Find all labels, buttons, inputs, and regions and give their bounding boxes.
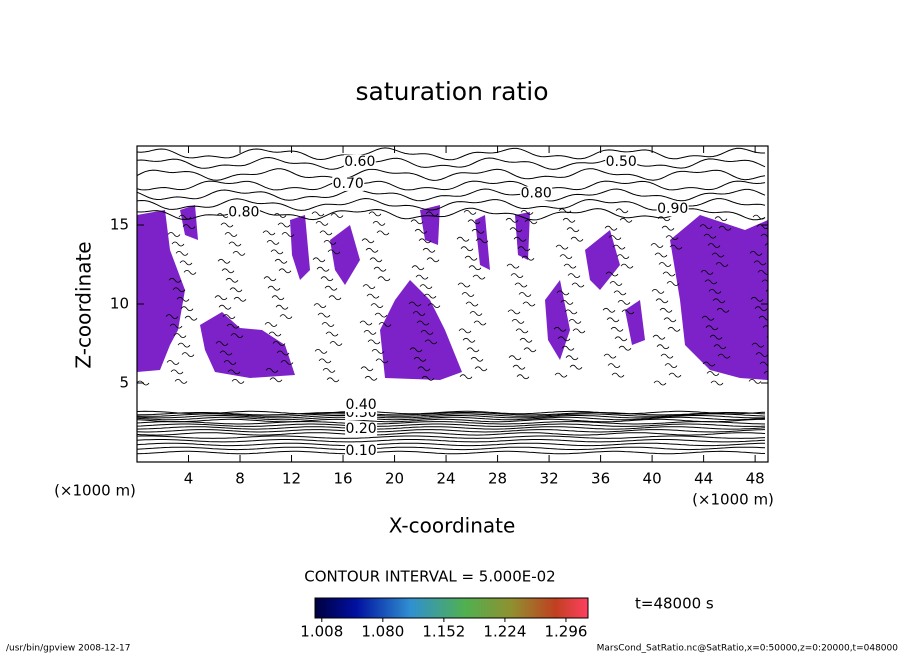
- contour-label-bg: [345, 398, 378, 413]
- colorbar-label: 1.152: [422, 623, 465, 641]
- colorbar-label: 1.224: [483, 623, 526, 641]
- contour-line: [137, 429, 766, 433]
- x-tick-label: 28: [488, 470, 507, 488]
- contour-label: 0.90: [657, 201, 688, 217]
- colorbar: [314, 597, 589, 619]
- contour-line: [137, 416, 766, 421]
- contour-line: [137, 439, 766, 443]
- contour-label: 0.10: [345, 443, 376, 459]
- contour-line: [137, 180, 766, 191]
- footer-left: /usr/bin/gpview 2008-12-17: [6, 644, 130, 654]
- contour-line: [137, 415, 766, 419]
- x-tick-label: 16: [333, 470, 352, 488]
- footer-right: MarsCond_SatRatio.nc@SatRatio,x=0:50000,…: [597, 644, 899, 654]
- contour-line: [137, 421, 766, 425]
- contour-label: 0.80: [228, 204, 259, 220]
- x-tick-label: 32: [540, 470, 559, 488]
- contour-label-bg: [332, 176, 365, 191]
- contour-line: [137, 418, 766, 423]
- x-tick-label: 36: [591, 470, 610, 488]
- contour-label-bg: [520, 186, 553, 201]
- contour-label: 0.80: [521, 185, 552, 201]
- contour-line: [137, 432, 766, 436]
- colorbar-label: 1.008: [300, 623, 343, 641]
- y-tick-label: 15: [110, 216, 129, 234]
- contour-line: [137, 423, 766, 427]
- x-unit: (×1000 m): [692, 491, 774, 509]
- contour-label: 0.20: [345, 421, 376, 437]
- contour-label: 0.40: [345, 397, 376, 413]
- contour-line: [137, 147, 765, 161]
- contour-line: [137, 450, 766, 455]
- x-tick-label: 48: [746, 470, 765, 488]
- contour-line: [137, 413, 766, 417]
- y-axis-label: Z-coordinate: [72, 241, 96, 368]
- contour-line: [137, 168, 766, 181]
- x-tick-label: 4: [184, 470, 194, 488]
- contour-lines: 0.100.200.300.400.500.600.700.800.80 0.90: [137, 147, 768, 459]
- contour-label: 0.60: [344, 154, 375, 170]
- contour-label-bg: [343, 154, 376, 169]
- supersaturated-regions: [137, 205, 768, 380]
- colorbar-label: 1.080: [361, 623, 404, 641]
- contour-label-bg: [656, 202, 689, 217]
- contour-label-bg: [345, 421, 378, 436]
- contour-line: [137, 446, 766, 451]
- plot-area: 0.100.200.300.400.500.600.700.800.80 0.90: [137, 147, 768, 459]
- contour-label-bg: [605, 154, 638, 169]
- contour-line: [137, 442, 766, 447]
- y-tick-label: 10: [110, 295, 129, 313]
- x-tick-label: 24: [437, 470, 456, 488]
- contour-label: 0.70: [333, 176, 364, 192]
- contour-label: 0.50: [606, 154, 637, 170]
- contour-line: [137, 188, 766, 202]
- contour-line: [137, 412, 766, 416]
- x-tick-label: 20: [385, 470, 404, 488]
- x-tick-label: 44: [694, 470, 713, 488]
- contour-interval: CONTOUR INTERVAL = 5.000E-02: [304, 568, 555, 586]
- contour-line: [137, 426, 766, 430]
- y-tick-label: 5: [119, 374, 129, 392]
- x-tick-label: 12: [282, 470, 301, 488]
- x-tick-label: 8: [235, 470, 245, 488]
- x-tick-label: 40: [643, 470, 662, 488]
- contour-label-bg: [345, 443, 378, 458]
- x-axis-label: X-coordinate: [389, 514, 516, 538]
- contour-label-bg: [227, 205, 260, 220]
- y-unit: (×1000 m): [54, 482, 136, 500]
- contour-line: [137, 410, 766, 415]
- contour-line: [137, 435, 766, 439]
- time-label: t=48000 s: [635, 595, 714, 613]
- colorbar-label: 1.296: [544, 623, 587, 641]
- contour-line: [137, 156, 766, 170]
- chart-title: saturation ratio: [355, 77, 548, 106]
